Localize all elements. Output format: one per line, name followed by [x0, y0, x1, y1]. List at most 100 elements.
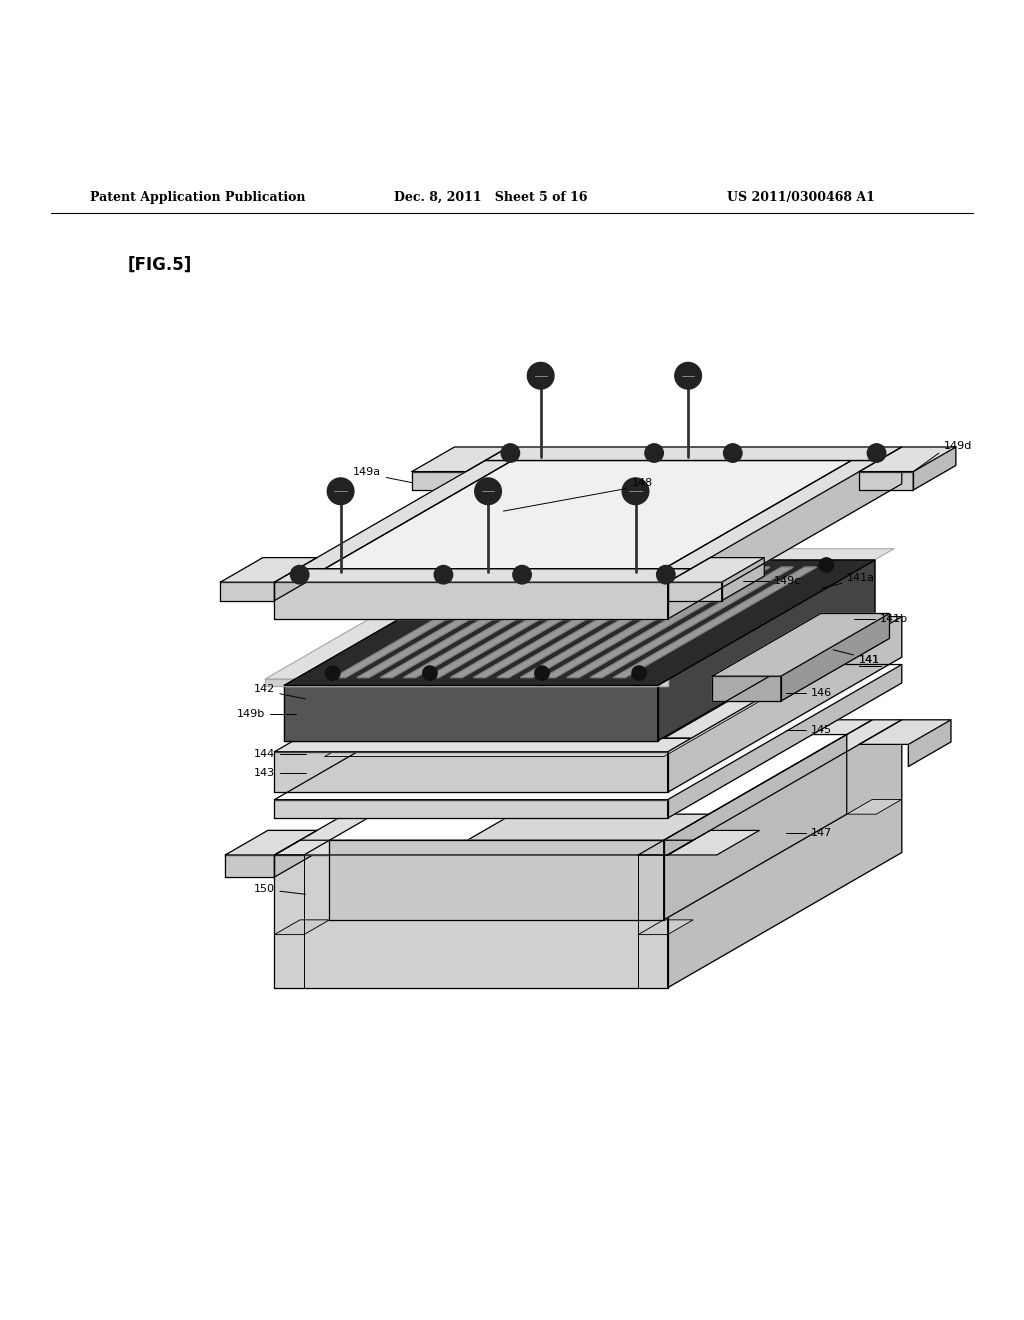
Text: 147: 147 [811, 828, 833, 838]
Circle shape [527, 363, 554, 389]
Polygon shape [668, 616, 902, 792]
Polygon shape [330, 814, 847, 920]
Circle shape [291, 565, 309, 583]
Polygon shape [325, 648, 851, 756]
Polygon shape [220, 582, 274, 601]
Text: 141: 141 [859, 655, 880, 665]
Text: 149c: 149c [774, 576, 801, 586]
Polygon shape [274, 855, 668, 987]
Polygon shape [225, 855, 274, 876]
Polygon shape [512, 719, 872, 734]
Polygon shape [908, 719, 951, 767]
Circle shape [623, 478, 649, 504]
Circle shape [326, 665, 340, 680]
Polygon shape [638, 920, 693, 935]
Polygon shape [590, 568, 794, 677]
Polygon shape [265, 549, 894, 678]
Polygon shape [657, 560, 874, 741]
Polygon shape [285, 685, 657, 741]
Polygon shape [847, 800, 902, 814]
Circle shape [328, 478, 354, 504]
Text: [FIG.5]: [FIG.5] [128, 256, 193, 273]
Polygon shape [722, 557, 764, 601]
Polygon shape [668, 830, 760, 855]
Polygon shape [712, 676, 781, 701]
Polygon shape [664, 616, 902, 738]
Polygon shape [274, 800, 668, 818]
Polygon shape [544, 568, 746, 677]
Polygon shape [717, 830, 760, 876]
Polygon shape [412, 471, 466, 490]
Text: Patent Application Publication: Patent Application Publication [90, 191, 305, 205]
Text: 148: 148 [632, 478, 652, 488]
Circle shape [513, 565, 531, 583]
Polygon shape [403, 568, 606, 677]
Circle shape [722, 558, 736, 572]
Polygon shape [638, 719, 902, 855]
Text: 141: 141 [859, 655, 880, 665]
Polygon shape [497, 568, 699, 677]
Polygon shape [913, 447, 955, 490]
Polygon shape [859, 471, 913, 490]
Circle shape [645, 444, 664, 462]
Polygon shape [265, 678, 669, 686]
Circle shape [867, 444, 886, 462]
Polygon shape [668, 719, 902, 987]
Polygon shape [412, 447, 509, 471]
Polygon shape [668, 664, 902, 818]
Circle shape [724, 444, 742, 462]
Polygon shape [664, 461, 879, 569]
Polygon shape [859, 447, 955, 471]
Circle shape [656, 565, 675, 583]
Text: 146: 146 [811, 688, 833, 698]
Polygon shape [668, 855, 717, 876]
Text: 150: 150 [254, 884, 274, 894]
Polygon shape [274, 664, 902, 800]
Polygon shape [220, 557, 317, 582]
Polygon shape [567, 568, 770, 677]
Polygon shape [781, 614, 890, 701]
Polygon shape [274, 920, 330, 935]
Circle shape [423, 665, 437, 680]
Polygon shape [325, 461, 851, 569]
Text: 145: 145 [811, 725, 833, 735]
Text: US 2011/0300468 A1: US 2011/0300468 A1 [727, 191, 874, 205]
Polygon shape [381, 568, 584, 677]
Polygon shape [485, 447, 902, 461]
Polygon shape [427, 568, 630, 677]
Circle shape [535, 665, 549, 680]
Polygon shape [664, 734, 847, 920]
Text: 141a: 141a [847, 573, 876, 583]
Polygon shape [474, 568, 677, 677]
Polygon shape [274, 752, 668, 792]
Polygon shape [483, 800, 538, 814]
Circle shape [513, 558, 527, 572]
Circle shape [675, 363, 701, 389]
Polygon shape [417, 719, 509, 744]
Polygon shape [520, 568, 723, 677]
Polygon shape [712, 614, 890, 676]
Polygon shape [274, 841, 693, 855]
Polygon shape [613, 568, 816, 677]
Polygon shape [274, 582, 668, 619]
Text: 143: 143 [254, 768, 274, 777]
Polygon shape [451, 568, 653, 677]
Circle shape [475, 478, 502, 504]
Text: 149d: 149d [944, 441, 973, 451]
Circle shape [819, 558, 834, 572]
Polygon shape [298, 616, 536, 738]
Text: 149a: 149a [353, 467, 381, 478]
Text: Dec. 8, 2011   Sheet 5 of 16: Dec. 8, 2011 Sheet 5 of 16 [394, 191, 588, 205]
Polygon shape [274, 569, 691, 582]
Polygon shape [466, 447, 509, 490]
Polygon shape [334, 568, 537, 677]
Polygon shape [417, 744, 466, 767]
Polygon shape [357, 568, 560, 677]
Circle shape [610, 558, 625, 572]
Polygon shape [274, 557, 317, 601]
Text: 149b: 149b [237, 709, 265, 718]
Polygon shape [512, 616, 874, 630]
Circle shape [434, 565, 453, 583]
Circle shape [501, 444, 519, 462]
Polygon shape [668, 582, 722, 601]
